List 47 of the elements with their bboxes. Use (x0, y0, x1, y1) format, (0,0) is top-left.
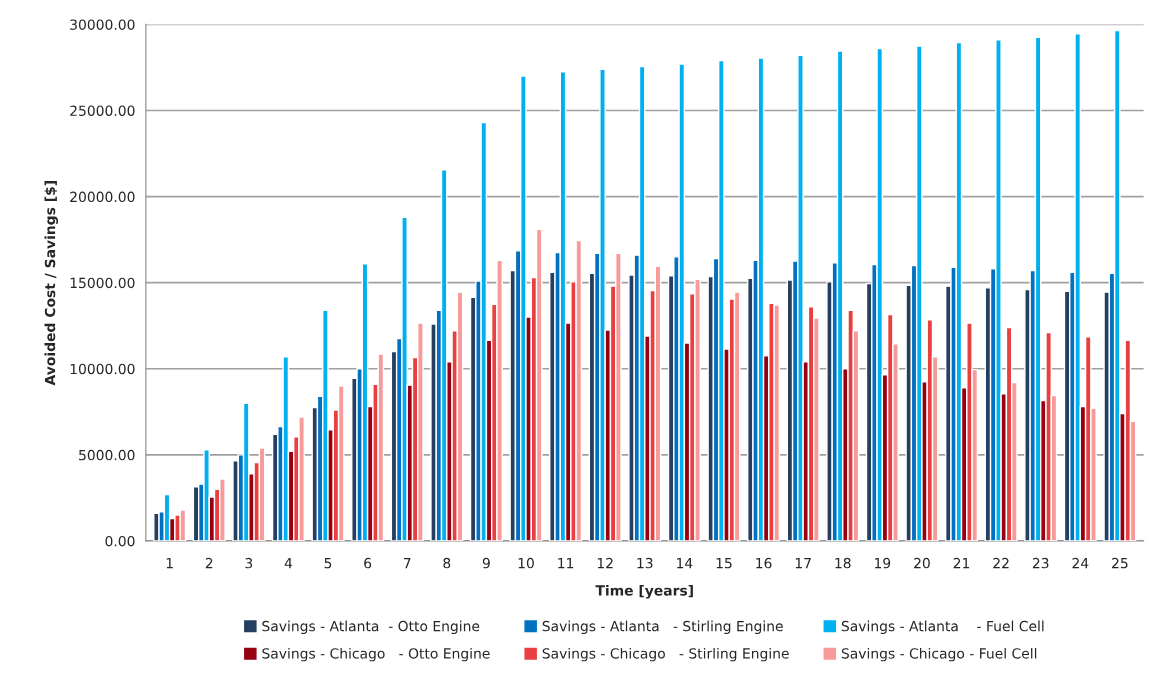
x-tick-label: 24 (1072, 557, 1089, 569)
x-tick-label: 15 (716, 558, 732, 569)
bar (535, 228, 543, 541)
x-tick-label: 13 (637, 557, 653, 569)
x-tick-label: 20 (914, 557, 930, 569)
x-tick-label: 2 (205, 557, 213, 569)
x-tick-label: 6 (364, 557, 372, 569)
x-tick-label: 5 (324, 558, 332, 569)
x-tick-label: 23 (1032, 557, 1049, 569)
bar (1113, 29, 1121, 541)
y-axis-title: Avoided Cost / Savings [$] (44, 181, 59, 386)
y-tick-label: 15000.00 (70, 277, 135, 289)
x-tick-label: 4 (284, 558, 293, 569)
legend-label: Savings - Chicago - Fuel Cell (841, 647, 1037, 662)
x-tick-label: 18 (835, 557, 851, 569)
y-tick-label: 0.00 (105, 535, 135, 547)
y-tick-label: 20000.00 (70, 191, 135, 203)
x-tick-label: 17 (795, 558, 811, 569)
bar (337, 385, 345, 541)
x-tick-label: 7 (403, 558, 411, 569)
x-tick-label: 12 (597, 557, 613, 569)
bar (717, 59, 725, 541)
y-tick-label: 25000.00 (70, 105, 135, 116)
legend-label: Savings - Chicago - Stirling Engine (542, 647, 789, 662)
x-tick-label: 25 (1112, 557, 1128, 569)
bar (733, 291, 741, 541)
legend-label: Savings - Atlanta - Fuel Cell (841, 620, 1044, 635)
legend-label: Savings - Atlanta - Otto Engine (262, 620, 480, 635)
y-tick-label: 5000.00 (79, 449, 135, 461)
x-tick-label: 11 (558, 558, 574, 569)
x-tick-label: 19 (875, 557, 891, 569)
legend-label: Savings - Chicago - Otto Engine (262, 647, 490, 662)
x-tick-label: 8 (443, 557, 451, 569)
x-tick-label: 10 (518, 557, 534, 569)
bar (242, 402, 250, 541)
x-axis-title: Time [years] (595, 584, 693, 599)
y-tick-label: 10000.00 (70, 363, 135, 375)
x-tick-label: 21 (953, 557, 970, 569)
x-tick-label: 16 (756, 557, 772, 569)
x-tick-label: 3 (245, 557, 253, 569)
bar (915, 45, 923, 541)
x-tick-label: 14 (677, 558, 693, 569)
x-tick-label: 9 (482, 557, 490, 569)
legend-label: Savings - Atlanta - Stirling Engine (542, 620, 783, 635)
x-tick-label: 1 (166, 558, 173, 569)
x-tick-label: 22 (993, 557, 1009, 569)
y-tick-label: 30000.00 (70, 19, 135, 30)
